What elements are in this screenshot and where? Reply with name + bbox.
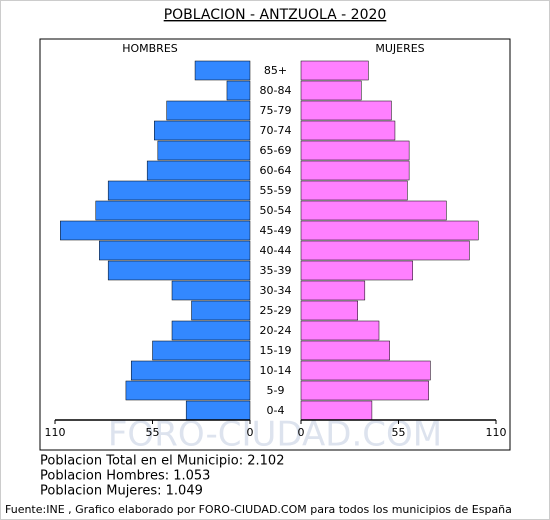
- x-tick-label: 55: [146, 426, 160, 439]
- bar: [300, 300, 358, 321]
- category-label: 80-84: [260, 84, 292, 97]
- bar: [99, 240, 251, 261]
- category-label: 75-79: [260, 104, 292, 117]
- bar: [300, 340, 390, 361]
- bar: [300, 220, 479, 241]
- category-label: 20-24: [260, 324, 292, 337]
- bar: [171, 280, 251, 301]
- category-label: 60-64: [260, 164, 292, 177]
- legend-label: MUJERES: [375, 42, 424, 55]
- note: Poblacion Total en el Municipio: 2.102: [40, 454, 284, 469]
- bar: [300, 400, 373, 421]
- category-label: 5-9: [267, 384, 285, 397]
- bar: [185, 400, 251, 421]
- bar: [191, 300, 251, 321]
- note: Poblacion Hombres: 1.053: [40, 469, 210, 484]
- watermark: FORO-CIUDAD.COM: [108, 415, 442, 455]
- bar: [300, 100, 392, 121]
- bar: [157, 140, 251, 161]
- bar: [130, 360, 251, 381]
- bar: [95, 200, 251, 221]
- x-tick-label: 110: [45, 426, 66, 439]
- chart-title: POBLACION - ANTZUOLA - 2020: [164, 7, 387, 23]
- bar: [300, 200, 447, 221]
- x-tick-label: 55: [392, 426, 406, 439]
- bar: [300, 320, 380, 341]
- bar: [300, 180, 408, 201]
- source: Fuente:INE , Grafico elaborado por FORO-…: [5, 503, 512, 516]
- bar: [300, 60, 369, 81]
- category-label: 40-44: [260, 244, 292, 257]
- category-label: 55-59: [260, 184, 292, 197]
- bar: [107, 260, 251, 281]
- bar: [125, 380, 251, 401]
- category-label: 85+: [264, 64, 287, 77]
- category-label: 70-74: [260, 124, 292, 137]
- bar: [300, 380, 429, 401]
- bar: [166, 100, 251, 121]
- category-label: 10-14: [260, 364, 292, 377]
- bar: [171, 320, 251, 341]
- x-tick-label: 110: [486, 426, 507, 439]
- category-label: 45-49: [260, 224, 292, 237]
- x-tick-label: 0: [247, 426, 254, 439]
- bar: [154, 120, 251, 141]
- bar: [300, 240, 470, 261]
- bar: [146, 160, 251, 181]
- bar: [300, 360, 431, 381]
- bar: [60, 220, 251, 241]
- category-label: 35-39: [260, 264, 292, 277]
- bar: [300, 140, 410, 161]
- bar: [300, 160, 410, 181]
- category-label: 25-29: [260, 304, 292, 317]
- category-label: 50-54: [260, 204, 292, 217]
- bar: [300, 260, 413, 281]
- category-label: 0-4: [267, 404, 285, 417]
- x-tick-label: 0: [298, 426, 305, 439]
- bar: [300, 80, 362, 101]
- category-label: 15-19: [260, 344, 292, 357]
- legend-label: HOMBRES: [122, 42, 178, 55]
- bar: [226, 80, 251, 101]
- note: Poblacion Mujeres: 1.049: [40, 484, 203, 499]
- bar: [300, 280, 366, 301]
- category-label: 30-34: [260, 284, 292, 297]
- bar: [194, 60, 251, 81]
- bar: [300, 120, 396, 141]
- category-label: 65-69: [260, 144, 292, 157]
- bar: [152, 340, 251, 361]
- bar: [107, 180, 251, 201]
